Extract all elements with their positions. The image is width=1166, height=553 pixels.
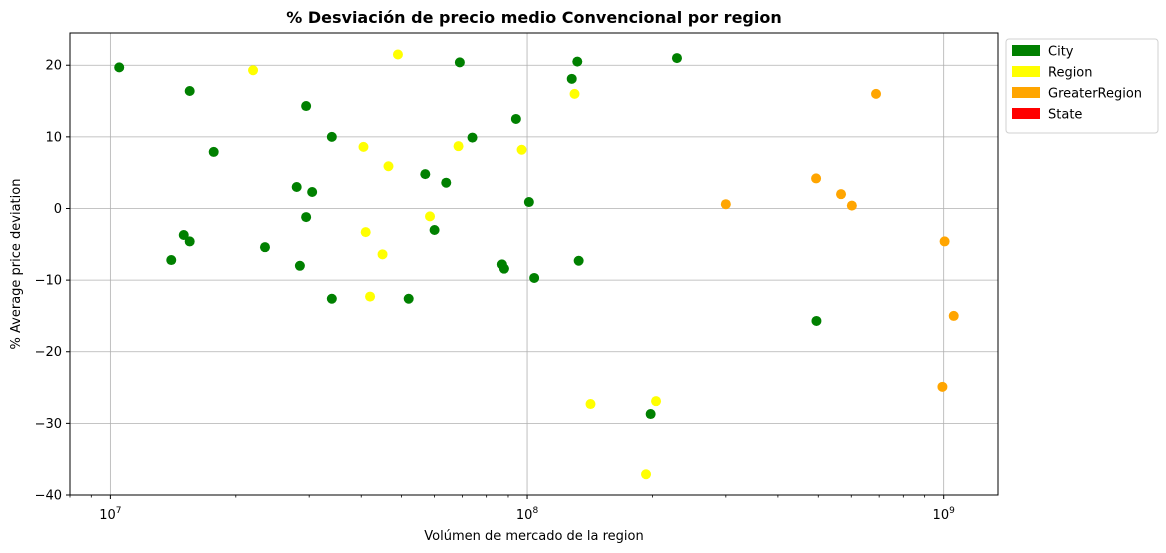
chart-title: % Desviación de precio medio Convenciona… [286, 8, 781, 27]
data-point-region [641, 469, 652, 480]
y-tick-label: −40 [35, 489, 62, 504]
y-tick-label: −10 [35, 274, 62, 289]
data-point-city [326, 131, 337, 142]
data-point-city [572, 56, 583, 67]
points-layer [114, 49, 959, 480]
data-point-city [403, 293, 414, 304]
data-point-city [184, 236, 195, 247]
legend-swatch [1012, 87, 1040, 98]
data-point-greaterregion [948, 310, 959, 321]
data-point-city [498, 263, 509, 274]
grid-layer [70, 33, 998, 496]
data-point-city [566, 73, 577, 84]
data-point-city [301, 212, 312, 223]
data-point-region [453, 141, 464, 152]
data-point-city [523, 197, 534, 208]
y-axis-label: % Average price deviation [9, 179, 24, 350]
data-point-region [248, 65, 259, 76]
data-point-city [208, 146, 219, 157]
data-point-city [259, 242, 270, 253]
x-tick-label: 109 [933, 506, 956, 523]
data-point-city [454, 57, 465, 68]
data-point-city [178, 229, 189, 240]
data-point-region [358, 141, 369, 152]
legend-label: Region [1048, 66, 1093, 81]
legend-frame [1005, 38, 1159, 134]
data-point-region [377, 249, 388, 260]
legend-swatch [1012, 45, 1040, 56]
data-point-region [365, 291, 376, 302]
legend-swatch [1012, 66, 1040, 77]
data-point-city [326, 293, 337, 304]
data-point-region [425, 211, 436, 222]
y-tick-label: −20 [35, 345, 62, 360]
data-point-region [569, 88, 580, 99]
legend-label: State [1048, 108, 1082, 123]
data-point-city [301, 101, 312, 112]
data-point-city [429, 224, 440, 235]
data-point-city [294, 260, 305, 271]
data-point-region [392, 49, 403, 60]
legend-label: City [1048, 45, 1074, 60]
data-point-city [671, 53, 682, 64]
data-point-greaterregion [937, 381, 948, 392]
data-point-city [441, 177, 452, 188]
data-point-region [360, 227, 371, 238]
data-point-greaterregion [811, 173, 822, 184]
data-point-city [573, 255, 584, 266]
data-point-city [307, 187, 318, 198]
x-axis-label: Volúmen de mercado de la region [424, 529, 643, 544]
data-point-city [510, 113, 521, 124]
data-point-region [516, 144, 527, 155]
ticks-layer: −40 −30 −20 −10 0 10 20 107 108 109 [35, 59, 956, 523]
data-point-greaterregion [939, 236, 950, 247]
data-point-greaterregion [871, 88, 882, 99]
data-point-city [811, 315, 822, 326]
y-tick-label: −30 [35, 417, 62, 432]
data-point-region [585, 399, 596, 410]
x-tick-label: 108 [516, 506, 539, 523]
data-point-city [645, 409, 656, 420]
data-point-city [166, 255, 177, 266]
y-tick-label: 20 [45, 59, 62, 74]
y-tick-label: 0 [54, 202, 62, 217]
data-point-city [114, 62, 125, 73]
data-point-city [291, 182, 302, 192]
data-point-region [383, 161, 394, 172]
plot-area-frame [69, 32, 999, 496]
data-point-greaterregion [720, 199, 731, 210]
legend: City Region GreaterRegion State [1005, 38, 1159, 134]
data-point-greaterregion [836, 189, 847, 200]
data-point-city [420, 169, 431, 180]
legend-swatch [1012, 108, 1040, 119]
data-point-city [467, 132, 478, 143]
x-tick-label: 107 [99, 506, 121, 523]
data-point-greaterregion [846, 200, 857, 211]
legend-label: GreaterRegion [1048, 87, 1142, 102]
data-point-city [184, 86, 195, 97]
data-point-region [651, 396, 662, 407]
y-tick-label: 10 [45, 130, 62, 145]
data-point-city [529, 272, 540, 283]
